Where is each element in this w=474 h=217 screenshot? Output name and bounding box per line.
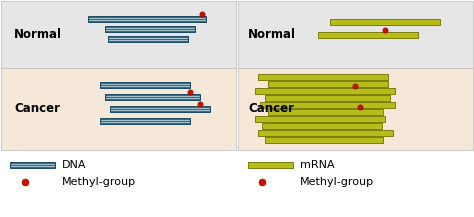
Text: Methyl-group: Methyl-group: [62, 177, 136, 187]
Bar: [238, 68, 473, 150]
Bar: [88, 16, 206, 22]
Bar: [268, 109, 383, 115]
Bar: [108, 36, 188, 42]
Bar: [1, 1, 236, 68]
Bar: [268, 81, 388, 87]
Bar: [100, 118, 190, 124]
Bar: [105, 26, 195, 32]
Bar: [10, 162, 55, 168]
Text: Normal: Normal: [14, 28, 62, 41]
Bar: [318, 32, 418, 38]
Text: mRNA: mRNA: [300, 160, 335, 170]
Text: Cancer: Cancer: [14, 102, 60, 115]
Bar: [105, 94, 200, 100]
Bar: [110, 106, 210, 112]
Bar: [1, 68, 236, 150]
Bar: [265, 95, 390, 101]
Bar: [255, 88, 395, 94]
Bar: [260, 102, 395, 108]
Bar: [330, 19, 440, 25]
Text: Normal: Normal: [248, 28, 296, 41]
Bar: [262, 123, 382, 129]
Bar: [258, 74, 388, 80]
Text: Cancer: Cancer: [248, 102, 294, 115]
Text: Methyl-group: Methyl-group: [300, 177, 374, 187]
Text: DNA: DNA: [62, 160, 86, 170]
Bar: [265, 137, 383, 143]
Bar: [248, 162, 293, 168]
Bar: [100, 82, 190, 88]
Bar: [258, 130, 393, 136]
Bar: [255, 116, 385, 122]
Bar: [238, 1, 473, 68]
